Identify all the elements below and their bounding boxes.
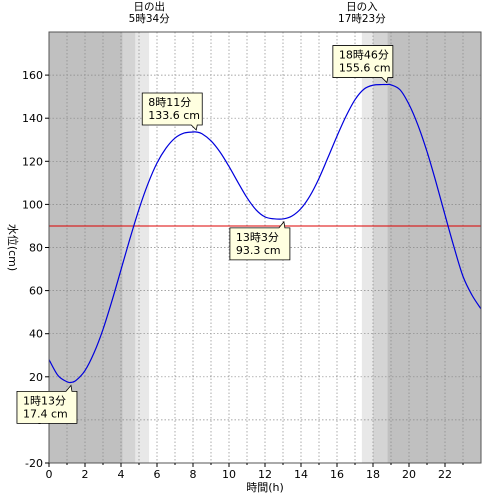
sun-labels: 日の出 5時34分 日の入 17時23分 (129, 0, 387, 25)
y-tick-label: 100 (22, 198, 43, 211)
x-tick-label: 22 (438, 468, 452, 481)
x-tick-label: 0 (46, 468, 53, 481)
callout-box (229, 220, 291, 261)
callout-value: 93.3 cm (236, 244, 281, 257)
x-tick-label: 8 (190, 468, 197, 481)
twilight-band-dusk-light (361, 32, 373, 463)
sunset-time: 17時23分 (338, 13, 386, 25)
axis-ticks-layer: 0246810121416182022-20020406080100120140… (22, 69, 464, 481)
y-tick-label: 160 (22, 69, 43, 82)
x-tick-label: 4 (118, 468, 125, 481)
x-tick-label: 10 (222, 468, 236, 481)
y-tick-label: 80 (29, 242, 43, 255)
y-tick-label: 60 (29, 285, 43, 298)
callout-box (16, 384, 78, 424)
x-tick-label: 12 (258, 468, 272, 481)
x-axis-label: 時間(h) (246, 481, 284, 494)
x-tick-label: 6 (154, 468, 161, 481)
series-layer (48, 83, 482, 384)
callout-box (332, 45, 394, 84)
y-tick-label: 140 (22, 112, 43, 125)
x-tick-label: 20 (402, 468, 416, 481)
y-tick-label: 20 (29, 371, 43, 384)
sunrise-time: 5時34分 (129, 13, 171, 25)
x-tick-label: 18 (366, 468, 380, 481)
callout-value: 133.6 cm (148, 109, 200, 122)
callout-time: 1時13分 (23, 394, 66, 407)
sunset-label: 日の入 (346, 1, 378, 13)
callout-time: 13時3分 (236, 231, 279, 244)
callout-time: 18時46分 (339, 49, 389, 62)
y-tick-label: 40 (29, 328, 43, 341)
x-tick-label: 2 (82, 468, 89, 481)
sunrise-label: 日の出 (133, 0, 165, 13)
x-tick-label: 16 (330, 468, 344, 481)
twilight-band-dusk-dark (373, 32, 388, 463)
callout-box (141, 92, 203, 131)
x-tick-label: 14 (294, 468, 308, 481)
callout-value: 17.4 cm (23, 407, 68, 420)
tide-line (48, 83, 482, 384)
y-axis-label: 水位(cm) (6, 224, 20, 271)
y-tick-label: 120 (22, 155, 43, 168)
callout-value: 155.6 cm (339, 62, 391, 75)
y-tick-label: -20 (25, 457, 43, 470)
callout-time: 8時11分 (148, 96, 191, 109)
twilight-band-dawn-dark (122, 32, 136, 463)
